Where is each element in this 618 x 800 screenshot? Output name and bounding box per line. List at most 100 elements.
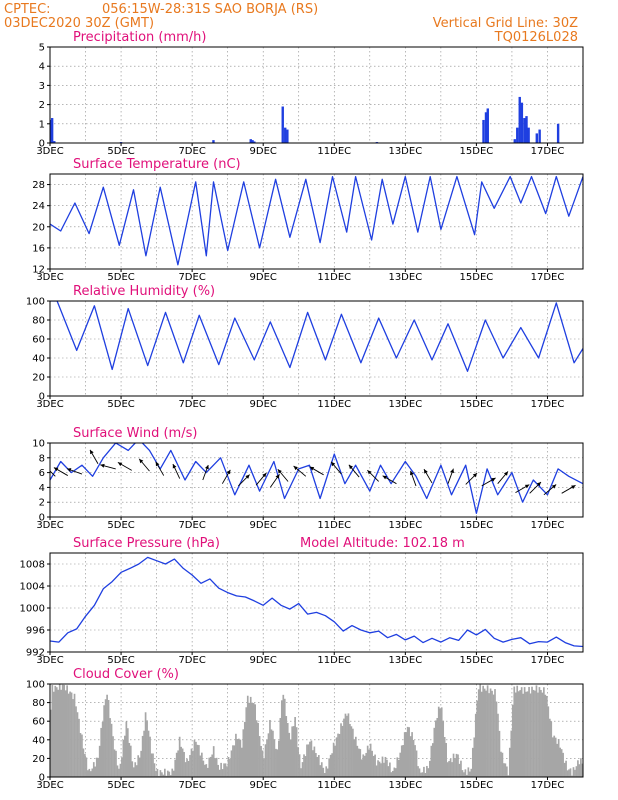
cloud-cover-bar xyxy=(448,761,450,777)
y-tick-label: 4 xyxy=(39,62,45,73)
cloud-cover-bar xyxy=(202,760,205,777)
plot-area-humidity xyxy=(50,301,583,372)
cloud-cover-bar xyxy=(337,733,339,777)
cloud-cover-bar xyxy=(84,754,86,777)
cloud-cover-bar xyxy=(463,772,465,777)
cloud-cover-bar xyxy=(283,698,286,777)
x-tick-label: 5DEC xyxy=(107,655,134,666)
x-tick-label: 15DEC xyxy=(460,272,494,283)
cloud-cover-bar xyxy=(106,694,108,777)
cloud-cover-bar xyxy=(286,723,289,777)
cloud-cover-bar xyxy=(190,748,193,777)
cloud-cover-bar xyxy=(232,745,234,777)
cloud-cover-bar xyxy=(275,748,277,777)
cloud-cover-bar xyxy=(303,754,305,777)
cloud-cover-bar xyxy=(547,706,550,777)
cloud-cover-bar xyxy=(466,774,468,777)
cloud-cover-bar xyxy=(511,704,514,777)
cloud-cover-bar xyxy=(534,690,536,777)
cloud-cover-bar xyxy=(344,713,347,777)
cloud-cover-bar xyxy=(242,729,245,777)
cloud-cover-bar xyxy=(153,763,156,777)
cloud-cover-bar xyxy=(218,769,221,777)
cloud-cover-bar xyxy=(254,704,256,777)
cloud-cover-bar xyxy=(356,745,359,777)
wind-vector-head xyxy=(275,474,280,479)
x-tick-label: 5DEC xyxy=(107,272,134,283)
cloud-cover-bar xyxy=(433,727,436,777)
cloud-cover-bar xyxy=(224,763,227,777)
x-tick-label: 13DEC xyxy=(388,520,422,531)
cloud-cover-bar xyxy=(406,726,409,777)
cloud-cover-bar xyxy=(215,757,218,777)
cloud-cover-bar xyxy=(164,768,166,777)
cloud-cover-bar xyxy=(360,759,363,777)
cloud-cover-bar xyxy=(300,768,302,777)
header-grid-note: Vertical Grid Line: 30Z xyxy=(433,16,578,31)
wind-vector-head xyxy=(503,471,508,476)
cloud-cover-bar xyxy=(258,736,261,777)
cloud-cover-bar xyxy=(535,685,538,777)
wind-vector-head xyxy=(424,469,428,474)
cloud-cover-bar xyxy=(343,718,345,777)
cloud-cover-bar xyxy=(418,768,421,777)
wind-vector-head xyxy=(382,475,388,480)
cloud-cover-bar xyxy=(519,690,522,777)
cloud-cover-bar xyxy=(436,717,439,777)
humidity-frame xyxy=(49,300,584,397)
cloud-cover-bar xyxy=(405,732,408,777)
wind-vector xyxy=(277,468,289,482)
wind-vector-head xyxy=(205,465,209,470)
cloud-cover-bar xyxy=(87,770,89,777)
cloud-cover-bar xyxy=(434,720,437,777)
cloud-cover-bar xyxy=(442,720,445,777)
cloud-cover-bar xyxy=(51,685,54,777)
x-tick-label: 13DEC xyxy=(388,399,422,410)
cloud-cover-bar xyxy=(186,759,188,777)
cloud-cover-bar xyxy=(285,716,288,777)
cloud-cover-bar xyxy=(372,755,375,777)
wind-vector xyxy=(269,474,280,488)
y-tick-label: 10 xyxy=(32,439,45,450)
cloud-cover-bar xyxy=(175,752,178,777)
cloud-cover-bar xyxy=(338,733,341,777)
cloud-cover-bar xyxy=(346,715,348,777)
wind-vector-head xyxy=(90,449,94,455)
precipitation-bar xyxy=(518,96,521,143)
cloud-cover-bar xyxy=(479,684,482,777)
cloud-cover-bar xyxy=(203,764,206,777)
cloud-cover-bar xyxy=(162,774,165,777)
x-tick-label: 5DEC xyxy=(107,520,134,531)
wind-vector-head xyxy=(450,468,454,474)
cloud-cover-bar xyxy=(540,689,542,777)
cloud-cover-bar xyxy=(423,766,425,777)
wind-vector xyxy=(529,481,542,494)
wind-vector xyxy=(330,461,342,475)
cloud-cover-bar xyxy=(399,752,402,777)
wind-vector xyxy=(255,472,267,486)
plot-area-cloud-cover xyxy=(50,684,583,777)
cloud-cover-bar xyxy=(326,768,329,777)
cloud-cover-bar xyxy=(165,775,168,777)
cloud-cover-bar xyxy=(181,748,184,777)
cloud-cover-bar xyxy=(264,744,267,777)
wind-vector-head xyxy=(472,473,477,478)
cloud-cover-bar xyxy=(309,741,311,777)
cloud-cover-bar xyxy=(476,700,479,777)
cloud-cover-title: Cloud Cover (%) xyxy=(73,667,179,682)
cloud-cover-bar xyxy=(169,775,172,777)
cloud-cover-bar xyxy=(319,765,322,777)
cloud-cover-bar xyxy=(63,684,66,777)
y-tick-label: 2 xyxy=(39,498,45,509)
cloud-cover-bar xyxy=(141,735,144,777)
cloud-cover-bar xyxy=(473,737,476,777)
cloud-cover-bar xyxy=(415,750,418,777)
cloud-cover-bar xyxy=(110,723,113,777)
precipitation-bar xyxy=(249,139,252,143)
cloud-cover-bar xyxy=(340,723,342,777)
wind-vector xyxy=(50,470,56,477)
cloud-cover-bar xyxy=(78,718,80,777)
wind-vector-head xyxy=(367,470,372,475)
cloud-cover-bar xyxy=(129,745,132,777)
